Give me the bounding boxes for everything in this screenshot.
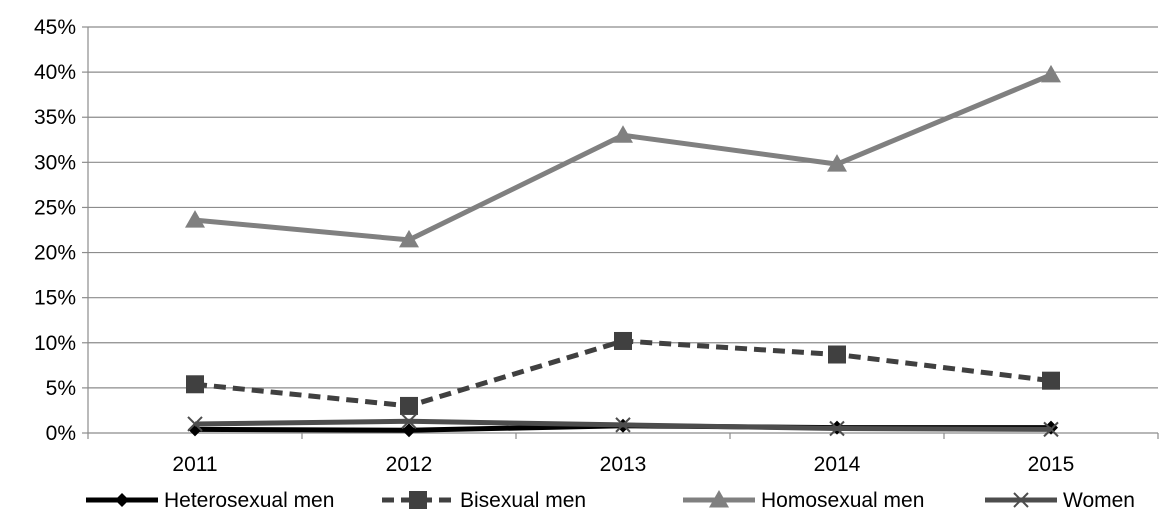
legend-marker (409, 491, 427, 509)
x-tick-label: 2011 (172, 453, 217, 476)
series-line (194, 72, 1052, 243)
series-bisexual-men (186, 331, 1060, 415)
y-tick-label: 40% (34, 61, 76, 84)
data-point (1042, 371, 1060, 390)
data-point (399, 229, 419, 248)
legend-label: Homosexual men (761, 489, 924, 512)
data-point (185, 210, 205, 228)
legend-marker (1013, 492, 1029, 508)
x-tick-label: 2013 (600, 453, 647, 476)
legend-item: Bisexual men (382, 489, 586, 512)
legend-marker (709, 490, 729, 508)
x-tick-label: 2012 (386, 453, 433, 476)
data-point (614, 331, 632, 350)
legend-label: Heterosexual men (164, 489, 334, 512)
legend-item: Women (985, 489, 1135, 512)
y-tick-label: 10% (34, 332, 76, 355)
y-tick-label: 35% (34, 106, 76, 129)
data-point (1043, 421, 1059, 438)
data-point (613, 125, 633, 143)
series-line (194, 338, 1052, 409)
data-point (402, 423, 416, 438)
legend: Heterosexual men Bisexual men Homosexual m… (86, 489, 1135, 512)
data-point (829, 420, 845, 437)
axes: 0% 5% 10% 15% 20% 25% 30% 35% 40% 45% 2011 2012 2013… (34, 16, 1159, 476)
series-women (187, 413, 1059, 438)
data-point (827, 154, 847, 172)
data-point (187, 416, 203, 432)
y-tick-label: 0% (46, 422, 76, 445)
series-lines (185, 64, 1061, 438)
series-homosexual-men (185, 64, 1061, 248)
data-point (186, 375, 204, 394)
data-point (615, 417, 631, 433)
y-tick-label: 25% (34, 196, 76, 219)
data-point (401, 413, 417, 429)
y-tick-label: 45% (34, 16, 76, 39)
gridlines (88, 26, 1158, 389)
y-tick-label: 5% (46, 377, 76, 400)
legend-item: Heterosexual men (86, 489, 334, 512)
legend-item: Homosexual men (683, 489, 924, 512)
x-tick-label: 2015 (1028, 453, 1075, 476)
legend-label: Bisexual men (460, 489, 586, 512)
legend-marker (115, 493, 129, 507)
y-tick-label: 15% (34, 287, 76, 310)
data-point (400, 396, 418, 415)
x-tick-label: 2014 (814, 453, 861, 476)
legend-label: Women (1063, 489, 1135, 512)
data-point (828, 345, 846, 364)
y-tick-label: 20% (34, 242, 76, 265)
data-point (1041, 64, 1061, 83)
y-tick-label: 30% (34, 151, 76, 174)
